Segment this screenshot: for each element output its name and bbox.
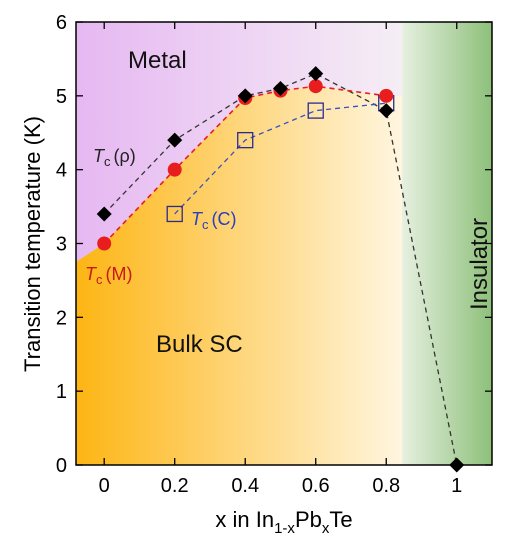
y-tick-label: 1 bbox=[56, 381, 67, 403]
y-tick-label: 5 bbox=[56, 86, 67, 108]
x-tick-label: 1 bbox=[451, 475, 462, 497]
insulator-region bbox=[402, 22, 492, 465]
data-point-diamond bbox=[96, 206, 112, 222]
metal-label: Metal bbox=[128, 47, 187, 74]
x-tick-label: 0 bbox=[99, 475, 110, 497]
series-label-tc-m: Tc (M) bbox=[85, 264, 132, 287]
data-point-open-square bbox=[237, 131, 254, 149]
x-tick-label: 0.4 bbox=[231, 475, 259, 497]
data-point-circle bbox=[308, 79, 323, 94]
data-point-circle bbox=[379, 88, 394, 103]
data-point-circle bbox=[97, 236, 112, 251]
data-point-diamond bbox=[308, 66, 324, 82]
data-point-diamond bbox=[272, 80, 288, 96]
series-label-tc-rho: Tc (ρ) bbox=[93, 146, 136, 169]
y-tick-label: 4 bbox=[56, 160, 67, 182]
data-point-diamond bbox=[237, 88, 253, 104]
data-point-diamond bbox=[378, 103, 394, 119]
insulator-label: Insulator bbox=[466, 218, 493, 310]
x-axis-label: x in In1-xPbxTe bbox=[215, 507, 352, 537]
bulk-sc-region bbox=[76, 86, 403, 465]
bulk-sc-label: Bulk SC bbox=[156, 331, 243, 358]
y-tick-label: 6 bbox=[56, 12, 67, 34]
series-line-1 bbox=[103, 85, 387, 245]
y-tick-label: 0 bbox=[56, 455, 67, 477]
data-point-open-square bbox=[307, 102, 324, 119]
y-axis-label: Transition temperature (K) bbox=[20, 116, 45, 372]
y-tick-label: 3 bbox=[56, 234, 67, 256]
x-tick-label: 0.8 bbox=[372, 475, 400, 497]
x-tick-label: 0.6 bbox=[302, 475, 330, 497]
y-tick-label: 2 bbox=[56, 307, 67, 329]
data-point-diamond bbox=[167, 132, 183, 148]
x-tick-label: 0.2 bbox=[161, 475, 189, 497]
series-label-tc-c: Tc (C) bbox=[191, 209, 237, 232]
data-point-open-square bbox=[166, 205, 183, 223]
data-point-circle bbox=[167, 162, 182, 177]
